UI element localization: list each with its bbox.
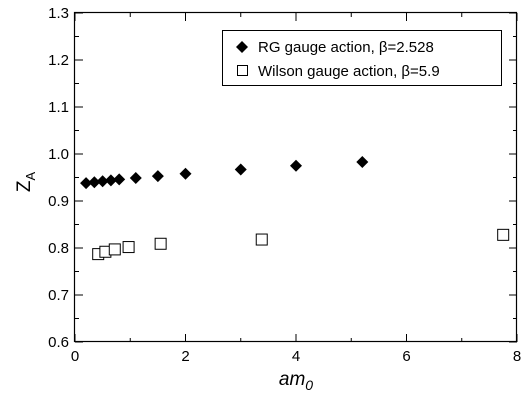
x-axis-title-main: am <box>279 369 305 390</box>
rg-data-point <box>234 163 247 176</box>
y-tick-label: 0.9 <box>48 193 69 210</box>
rg-data-point <box>88 176 101 189</box>
y-tick-label: 1.0 <box>48 146 69 163</box>
legend-marker-rg <box>236 41 248 53</box>
wilson-data-point <box>122 241 135 254</box>
x-axis-title-subscript: 0 <box>305 377 313 393</box>
rg-data-point <box>290 159 302 172</box>
rg-data-point <box>179 167 192 180</box>
y-axis-title: ZA <box>14 172 38 193</box>
y-tick-label: 0.6 <box>48 334 69 351</box>
x-tick-label: 2 <box>181 348 189 365</box>
wilson-data-point <box>497 228 510 241</box>
x-tick-label: 0 <box>71 348 79 365</box>
wilson-data-point <box>255 233 268 246</box>
y-axis-title-subscript: A <box>23 172 38 181</box>
data-markers <box>80 155 510 261</box>
x-tick-label: 4 <box>292 348 300 365</box>
rg-data-point <box>80 177 93 190</box>
axis-tick-labels: 0 2 4 6 8 0.6 0.7 0.8 0.9 1.0 1.1 1.2 1.3 <box>48 5 521 365</box>
y-tick-label: 0.7 <box>48 287 69 304</box>
wilson-data-point <box>108 243 121 256</box>
rg-data-point <box>96 175 109 188</box>
legend-label-rg: RG gauge action, β=2.528 <box>258 39 434 56</box>
rg-data-point <box>113 173 126 186</box>
legend-box <box>222 30 502 86</box>
rg-data-point <box>356 155 369 168</box>
y-tick-label: 1.2 <box>48 52 69 69</box>
legend: RG gauge action, β=2.528 Wilson gauge ac… <box>222 30 502 86</box>
axis-ticks <box>74 12 518 343</box>
rg-data-point <box>151 170 164 183</box>
y-tick-label: 0.8 <box>48 240 69 257</box>
x-tick-label: 8 <box>513 348 521 365</box>
wilson-data-point <box>154 237 167 250</box>
legend-marker-wilson <box>237 65 248 76</box>
x-tick-label: 6 <box>402 348 410 365</box>
x-axis-title: am0 <box>279 369 313 393</box>
y-axis-title-main: Z <box>14 180 35 192</box>
rg-data-point <box>104 174 117 187</box>
legend-label-wilson: Wilson gauge action, β=5.9 <box>258 63 440 80</box>
y-tick-label: 1.1 <box>48 99 69 116</box>
rg-data-point <box>129 171 142 184</box>
y-tick-label: 1.3 <box>48 5 69 22</box>
